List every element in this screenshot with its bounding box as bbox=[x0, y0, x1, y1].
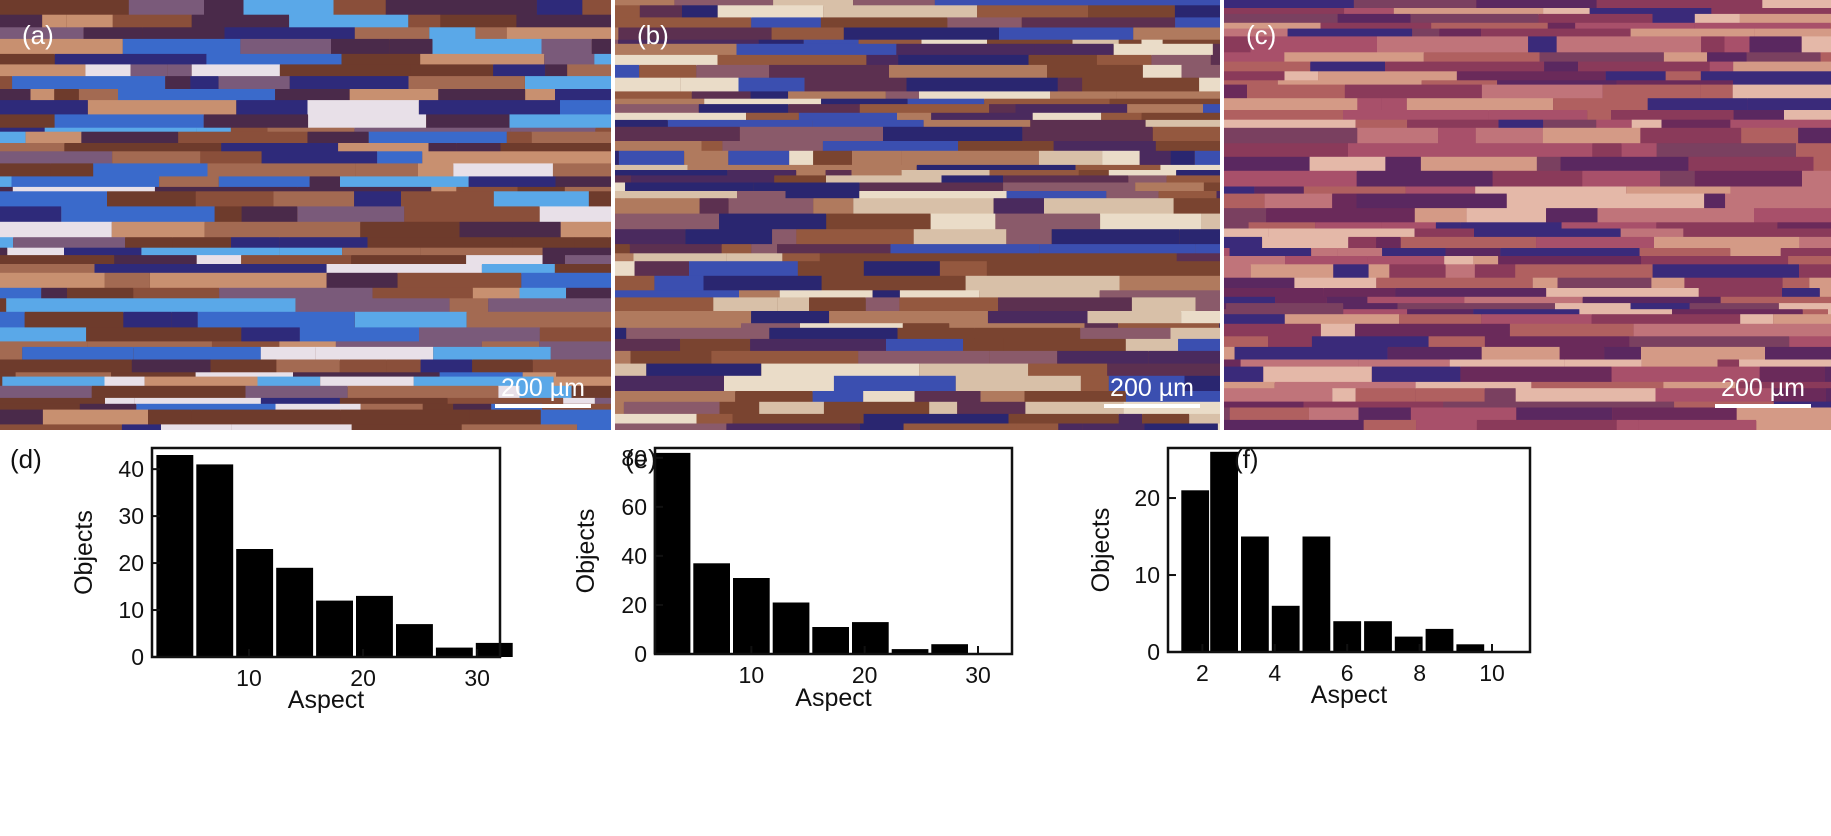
histogram-bar bbox=[475, 642, 513, 657]
y-tick-label: 60 bbox=[621, 494, 647, 520]
histogram-panel-d: 0 10 20 30 40 10 20 30 Aspect Objects (d) bbox=[0, 430, 611, 836]
histogram-bar bbox=[1210, 451, 1238, 652]
micrograph-image-a bbox=[0, 0, 611, 430]
scale-bar-a: 200 µm bbox=[495, 374, 591, 408]
x-axis-label: Aspect bbox=[795, 684, 871, 712]
scale-bar-line-a bbox=[495, 404, 591, 408]
x-tick-label: 6 bbox=[1341, 660, 1354, 686]
plot-frame bbox=[1166, 446, 1532, 654]
y-tick-label: 0 bbox=[634, 641, 647, 667]
histogram-d: 0 10 20 30 40 10 20 30 Aspect Objects bbox=[70, 446, 513, 714]
scale-bar-text-c: 200 µm bbox=[1721, 374, 1805, 402]
y-tick-label: 20 bbox=[1134, 485, 1160, 511]
y-tick-label: 10 bbox=[1134, 562, 1160, 588]
panel-label-c: (c) bbox=[1246, 20, 1277, 50]
scale-bar-text-b: 200 µm bbox=[1110, 374, 1194, 402]
x-tick-label: 20 bbox=[350, 665, 376, 691]
panel-label-b: (b) bbox=[637, 20, 669, 50]
histogram-bar bbox=[1425, 628, 1454, 652]
histogram-bar bbox=[1181, 490, 1210, 652]
x-tick-label: 2 bbox=[1196, 660, 1209, 686]
panel-label-a: (a) bbox=[22, 20, 54, 50]
histogram-bar bbox=[156, 455, 194, 657]
y-axis-label: Objects bbox=[572, 509, 600, 594]
histogram-bar bbox=[891, 649, 929, 654]
histogram-bar bbox=[852, 622, 889, 654]
histogram-bar bbox=[653, 452, 691, 654]
chart-label-d: (d) bbox=[10, 444, 42, 474]
chart-label-e: (e) bbox=[625, 444, 657, 474]
histogram-bar bbox=[1241, 536, 1269, 652]
scale-bar-line-b bbox=[1104, 404, 1200, 408]
histogram-bar bbox=[812, 627, 849, 654]
x-tick-label: 30 bbox=[464, 665, 490, 691]
histogram-bar bbox=[931, 644, 968, 654]
micrograph-panel-a: (a) 200 µm bbox=[0, 0, 611, 430]
histogram-bar bbox=[1271, 605, 1300, 652]
x-axis-label: Aspect bbox=[1311, 681, 1387, 709]
histogram-bar bbox=[316, 600, 353, 657]
histogram-bar bbox=[396, 624, 433, 657]
x-tick-label: 4 bbox=[1268, 660, 1281, 686]
scale-bar-b: 200 µm bbox=[1104, 374, 1200, 408]
y-tick-label: 40 bbox=[118, 456, 144, 482]
chart-label-f: (f) bbox=[1234, 444, 1259, 474]
micrograph-panel-c: (c) 200 µm bbox=[1224, 0, 1831, 430]
histogram-bar bbox=[1394, 636, 1423, 652]
histogram-bar bbox=[356, 595, 393, 657]
histogram-e: 0 20 40 60 80 10 20 30 Aspect Objects bbox=[572, 445, 1014, 712]
micrograph-panel-b: (b) 200 µm bbox=[615, 0, 1220, 430]
x-tick-label: 30 bbox=[965, 662, 991, 688]
histogram-bar bbox=[435, 647, 473, 657]
y-tick-label: 10 bbox=[118, 597, 144, 623]
y-tick-label: 80 bbox=[621, 445, 647, 471]
x-tick-label: 10 bbox=[739, 662, 765, 688]
histogram-bar bbox=[1456, 644, 1485, 652]
micrograph-image-c bbox=[1224, 0, 1831, 430]
histogram-panel-f: 0 10 20 2 4 6 8 10 Aspect Objects (f) bbox=[1087, 430, 1831, 836]
y-tick-label: 30 bbox=[118, 503, 144, 529]
scale-bar-line-c bbox=[1715, 404, 1811, 408]
histogram-f: 0 10 20 2 4 6 8 10 Aspect Objects bbox=[1087, 446, 1532, 709]
y-tick-label: 20 bbox=[621, 592, 647, 618]
y-tick-label: 0 bbox=[1147, 639, 1160, 665]
histogram-bar bbox=[1302, 536, 1331, 652]
histogram-panel-e: 0 20 40 60 80 10 20 30 Aspect Objects (e) bbox=[572, 430, 1220, 836]
y-axis-label: Objects bbox=[1087, 508, 1115, 593]
y-tick-label: 0 bbox=[131, 644, 144, 670]
y-axis-label: Objects bbox=[70, 510, 98, 595]
histogram-bar bbox=[693, 563, 730, 654]
histogram-bar bbox=[196, 464, 234, 657]
scale-bar-text-a: 200 µm bbox=[501, 374, 585, 402]
y-tick-label: 40 bbox=[621, 543, 647, 569]
x-tick-label: 10 bbox=[1479, 660, 1505, 686]
histogram-bar bbox=[276, 567, 314, 657]
x-axis-label: Aspect bbox=[288, 686, 364, 714]
x-tick-label: 20 bbox=[852, 662, 878, 688]
histogram-bar bbox=[1364, 621, 1392, 652]
plot-frame bbox=[150, 446, 502, 659]
scale-bar-c: 200 µm bbox=[1715, 374, 1811, 408]
micrograph-image-b bbox=[615, 0, 1220, 430]
histogram-bar bbox=[733, 578, 770, 654]
plot-frame bbox=[653, 446, 1014, 656]
x-tick-label: 8 bbox=[1413, 660, 1426, 686]
histogram-bar bbox=[772, 602, 810, 654]
x-tick-label: 10 bbox=[236, 665, 262, 691]
histogram-bar bbox=[236, 549, 274, 657]
y-tick-label: 20 bbox=[118, 550, 144, 576]
